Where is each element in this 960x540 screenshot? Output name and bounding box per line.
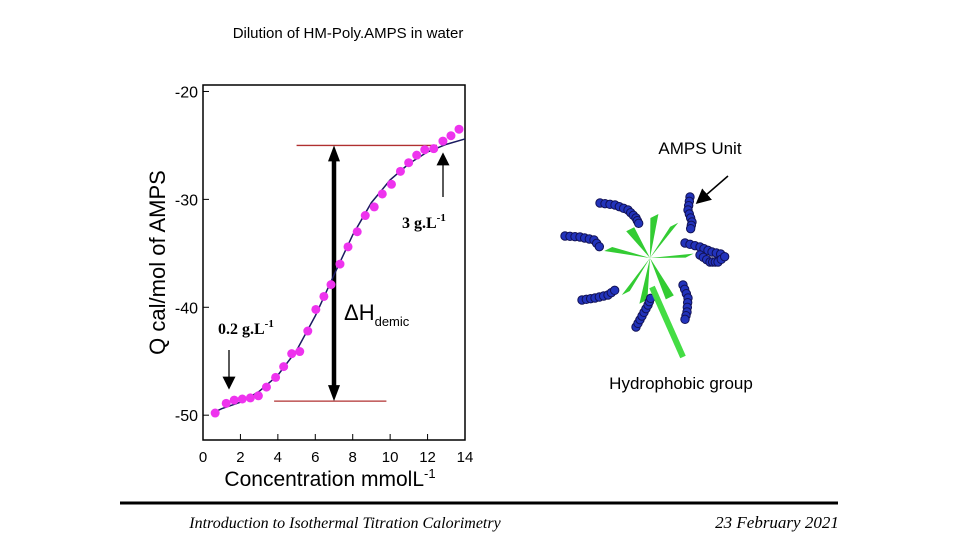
data-point [343,242,353,252]
annotation-sup: -1 [437,212,446,224]
y-axis-label: Q cal/mol of AMPS [145,170,170,355]
data-point [420,145,430,155]
annotation-text: ΔH [344,300,375,325]
hydrophobic-tail [604,247,650,258]
footer-date: 23 February 2021 [715,513,839,532]
data-point [319,291,329,301]
data-point [386,179,396,189]
data-point [454,124,464,134]
annotation: 0.2 g.L-1 [218,318,274,338]
diagram-label: AMPS Unit [658,139,741,158]
hydrophobic-tail [639,258,650,304]
y-tick-label: -20 [175,84,198,101]
x-tick-label: 4 [274,449,282,466]
x-tick-label: 14 [457,449,474,466]
y-tick-label: -30 [175,192,198,209]
annotation-sup: -1 [265,318,274,330]
hydrophobic-tail [650,214,659,258]
x-tick-label: 6 [311,449,319,466]
data-point [369,202,379,212]
x-tick-label: 10 [382,449,399,466]
diagram-label: Hydrophobic group [609,374,753,393]
hydrophobic-tail [626,227,650,258]
annotation: 3 g.L-1 [402,212,446,232]
plot-frame [202,84,466,441]
hydrophobic-tail [650,222,679,258]
amps-unit [633,218,644,229]
data-point [335,259,345,269]
data-point [429,144,439,154]
footer-title: Introduction to Isothermal Titration Cal… [188,515,501,532]
data-point [245,393,255,403]
data-point [352,227,362,237]
data-point [311,304,321,314]
pointer-arrow [649,285,686,359]
data-point [261,382,271,392]
data-point [326,280,336,290]
data-point [412,150,422,160]
x-tick-label: 2 [236,449,244,466]
hydrophobic-tail [650,258,674,300]
amps-unit [680,314,690,325]
data-point [253,391,263,401]
pointer-arrow [695,175,729,204]
annotation-text: 0.2 g.L [218,321,265,338]
y-tick-label: -40 [175,300,198,317]
span-arrow-head [328,385,340,402]
amps-unit [719,251,730,262]
data-point [237,394,247,404]
annotation-text: 3 g.L [402,215,437,232]
amps-unit [594,241,605,252]
data-point [360,211,370,221]
x-tick-label: 12 [419,449,436,466]
data-point [279,362,289,372]
amps-unit [609,285,620,296]
data-point [395,166,405,176]
annotation: ΔHdemic [344,300,410,329]
amps-unit [685,223,696,234]
data-point [221,398,231,408]
data-point [295,347,305,357]
hydrophobic-tail [621,258,650,295]
slide-title: Dilution of HM-Poly.AMPS in water [233,25,464,42]
data-point [438,136,448,146]
data-point [229,395,239,405]
span-arrow-head [328,145,340,162]
x-axis-label-sup: -1 [424,466,436,481]
x-tick-label: 0 [199,449,207,466]
data-point [271,372,281,382]
data-point [446,131,456,141]
data-point [210,408,220,418]
data-point [377,189,387,199]
x-axis-label-text: Concentration mmolL [224,468,424,491]
x-axis-label: Concentration mmolL-1 [224,466,435,491]
annotation-sub: demic [375,314,410,329]
micelle-diagram [560,192,730,332]
data-point [287,349,297,359]
y-tick-label: -50 [175,408,198,425]
data-point [303,326,313,336]
hydrophobic-tail [650,253,694,258]
data-point [404,158,414,168]
x-tick-label: 8 [349,449,357,466]
fit-line [212,138,466,414]
